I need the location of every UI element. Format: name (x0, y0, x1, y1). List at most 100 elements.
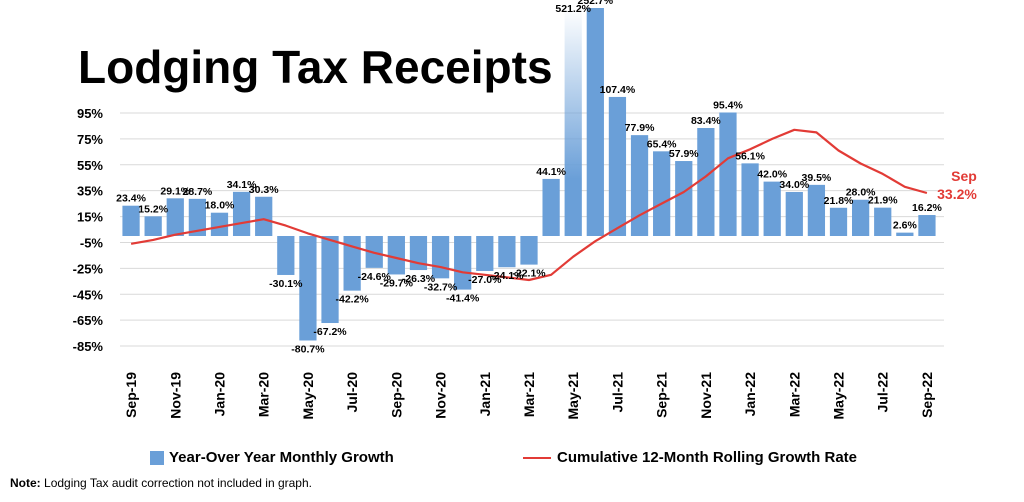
y-tick-label: 95% (77, 106, 103, 121)
data-label: 107.4% (600, 84, 636, 96)
bar (896, 232, 914, 236)
y-tick-label: -85% (73, 339, 104, 354)
data-label: 39.5% (802, 172, 832, 184)
bar (851, 199, 870, 236)
legend-bar-label: Year-Over Year Monthly Growth (169, 449, 394, 466)
bar (719, 112, 737, 236)
x-tick-label: Jul-21 (609, 372, 625, 413)
legend: Year-Over Year Monthly Growth Cumulative… (150, 449, 910, 469)
data-label: 65.4% (647, 138, 677, 150)
bar (343, 236, 361, 291)
data-label: -27.0% (468, 274, 502, 286)
bar (255, 196, 273, 236)
x-tick-label: Jan-21 (477, 372, 493, 417)
bar (166, 198, 184, 236)
legend-bar-swatch (150, 450, 164, 465)
x-axis-ticks: Sep-19 Nov-19 Jan-20 Mar-20 May-20 Jul-20 Sep-… (123, 372, 935, 420)
legend-line-label: Cumulative 12-Month Rolling Growth Rate (557, 449, 858, 466)
legend-item-bars: Year-Over Year Monthly Growth (150, 449, 394, 466)
bar (785, 191, 803, 236)
data-label: -41.4% (446, 293, 480, 305)
bar (763, 181, 781, 236)
x-tick-label: May-20 (300, 372, 316, 420)
bar (807, 184, 826, 236)
bar (321, 236, 339, 324)
bar (586, 8, 604, 236)
data-label: -32.7% (424, 281, 458, 293)
x-tick-label: Sep-21 (654, 372, 670, 418)
rolling-growth-line (130, 128, 928, 282)
data-label: 21.8% (824, 195, 854, 207)
data-labels: 23.4%15.2% 29.1%28.7% 18.0% 34.1%30.3% -30.1… (116, 0, 942, 355)
bar (741, 163, 759, 236)
x-tick-label: May-22 (831, 372, 847, 420)
bar (829, 207, 848, 236)
data-label: 18.0% (205, 200, 235, 212)
bar (188, 198, 207, 236)
bar (122, 205, 140, 236)
x-tick-label: Nov-19 (167, 372, 183, 419)
y-tick-label: 55% (77, 158, 103, 173)
data-label: 15.2% (138, 203, 168, 215)
data-label: 28.7% (182, 186, 212, 198)
bar (520, 236, 538, 265)
chart-title: Lodging Tax Receipts (78, 41, 553, 93)
data-label: -67.2% (313, 326, 347, 338)
note-label: Note: (10, 476, 41, 490)
data-label: -30.1% (269, 278, 303, 290)
legend-line-swatch (523, 456, 551, 459)
data-label: -42.2% (335, 294, 369, 306)
x-tick-label: May-21 (565, 372, 581, 420)
data-label: 77.9% (625, 122, 655, 134)
bar (454, 236, 472, 290)
data-label: 34.0% (779, 179, 809, 191)
line-series (130, 128, 928, 282)
data-label: 252.7% (578, 0, 614, 7)
y-tick-label: -25% (73, 261, 104, 276)
x-tick-label: Mar-20 (256, 372, 272, 417)
y-tick-label: 35% (77, 184, 103, 199)
data-label: 29.1% (160, 185, 190, 197)
data-label: -29.7% (380, 277, 414, 289)
bar (144, 216, 162, 236)
data-label: -26.3% (402, 273, 436, 285)
bar (630, 135, 649, 236)
x-tick-label: Jan-20 (211, 372, 227, 417)
bar (299, 236, 317, 341)
x-tick-label: Nov-21 (698, 372, 714, 419)
bar (564, 8, 582, 236)
bar (387, 236, 405, 275)
x-tick-label: Sep-20 (388, 372, 404, 418)
x-tick-label: Nov-20 (433, 372, 449, 419)
x-tick-label: Jul-22 (875, 372, 891, 413)
annotation-value: 33.2% (937, 186, 977, 202)
bar (498, 236, 516, 268)
bar (918, 215, 936, 236)
bar (653, 151, 671, 236)
bar (675, 161, 693, 236)
annotation-month: Sep (951, 168, 977, 184)
footnote: Note: Lodging Tax audit correction not i… (10, 476, 312, 490)
x-tick-label: Mar-21 (521, 372, 537, 417)
data-label: 2.6% (893, 220, 918, 232)
bar (431, 236, 450, 279)
y-tick-label: 15% (77, 210, 103, 225)
bar (476, 236, 494, 271)
legend-item-line: Cumulative 12-Month Rolling Growth Rate (523, 449, 857, 466)
bar (277, 236, 295, 275)
bar (874, 207, 892, 236)
note-text: Lodging Tax audit correction not include… (44, 476, 312, 490)
data-label: 56.1% (735, 150, 765, 162)
bar (542, 178, 560, 236)
data-label: -24.1% (490, 270, 524, 282)
data-label: 42.0% (757, 169, 787, 181)
x-tick-label: Jan-22 (742, 372, 758, 417)
data-label: 23.4% (116, 193, 146, 205)
x-tick-label: Jul-20 (344, 372, 360, 413)
data-label: 34.1% (227, 179, 257, 191)
bar (697, 128, 715, 236)
y-tick-label: -5% (80, 235, 104, 250)
data-label: 21.9% (868, 195, 898, 207)
bar (608, 96, 627, 236)
y-tick-label: -45% (73, 287, 104, 302)
